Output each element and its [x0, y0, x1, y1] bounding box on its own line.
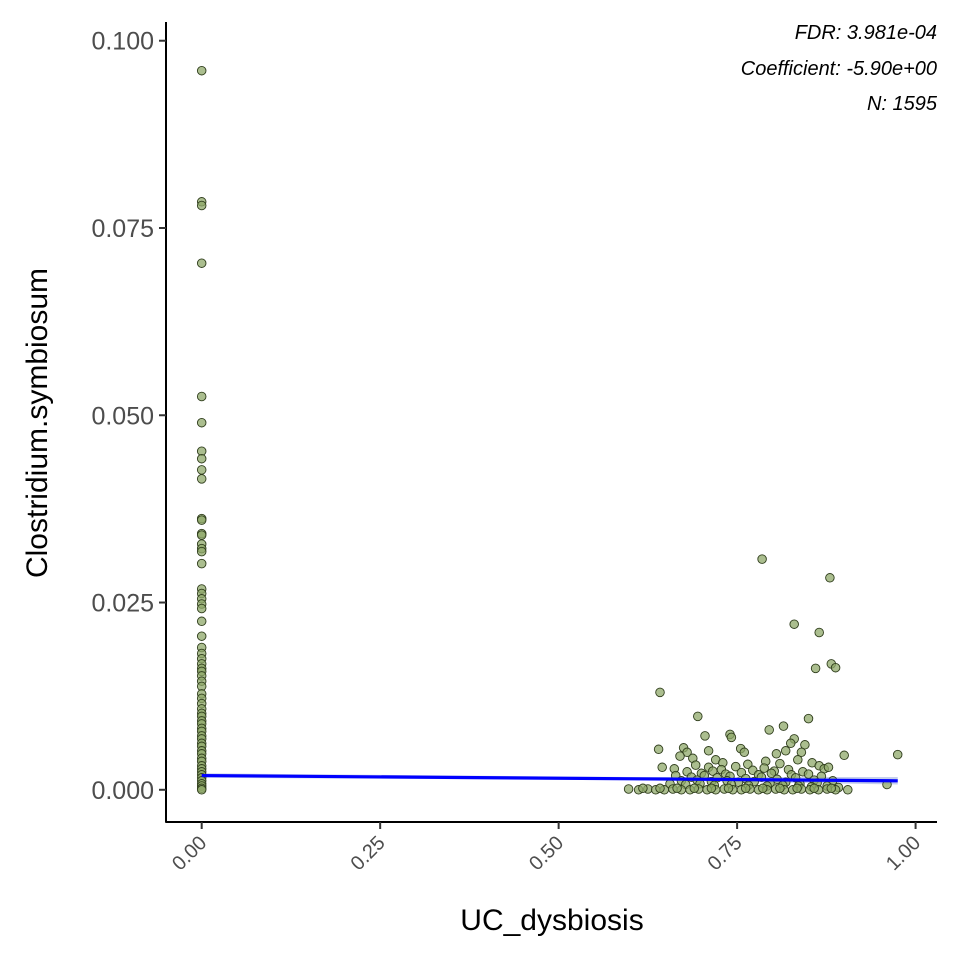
data-point	[723, 783, 734, 794]
data-point	[196, 200, 207, 211]
data-point	[758, 783, 768, 794]
data-point	[780, 746, 791, 756]
data-point	[740, 783, 751, 794]
data-point	[830, 662, 841, 673]
x-tick-label: 0.25	[347, 832, 390, 875]
data-point	[708, 766, 718, 776]
y-tick-label: 0.000	[91, 777, 154, 805]
data-point	[793, 755, 803, 765]
data-point	[196, 616, 207, 627]
data-point	[700, 731, 710, 741]
y-tick-label: 0.050	[91, 402, 154, 430]
data-point	[196, 530, 207, 540]
data-point	[785, 738, 796, 749]
coefficient-annotation: Coefficient: -5.90e+00	[741, 58, 937, 80]
data-point	[757, 554, 767, 564]
data-point	[196, 391, 207, 402]
data-point	[726, 732, 737, 743]
data-point	[196, 465, 207, 475]
data-point	[796, 747, 807, 758]
data-point	[675, 751, 685, 761]
data-point	[655, 687, 665, 698]
data-point	[693, 711, 703, 722]
x-tick-label: 1.00	[882, 832, 925, 875]
data-point	[743, 759, 753, 770]
data-point	[703, 746, 714, 756]
data-point	[771, 749, 782, 759]
fit-line	[201, 773, 898, 783]
data-point	[839, 750, 849, 761]
data-point	[892, 749, 903, 760]
axes: 0.000 0.025 0.050 0.075 0.100 0.00 0.25 0.50 0.7…	[91, 22, 937, 875]
fdr-annotation: FDR: 3.981e-04	[795, 22, 937, 44]
data-point	[196, 417, 207, 428]
data-point	[653, 744, 664, 755]
data-point	[766, 768, 777, 779]
data-point	[196, 603, 207, 614]
y-tick-label: 0.100	[91, 28, 154, 56]
data-point	[196, 785, 207, 795]
data-point	[826, 783, 837, 794]
x-tick-label: 0.00	[168, 832, 211, 875]
points-layer	[196, 65, 903, 795]
y-axis-title: Clostridium.symbiosum	[21, 268, 54, 578]
annotations: FDR: 3.981e-04 Coefficient: -5.90e+00 N:…	[741, 22, 938, 115]
data-point	[775, 758, 785, 769]
data-point	[814, 627, 824, 638]
data-point	[789, 619, 799, 629]
data-point	[792, 783, 802, 794]
n-annotation: N: 1595	[867, 93, 938, 115]
data-point	[706, 783, 717, 794]
data-point	[739, 747, 750, 758]
y-tick-label: 0.075	[91, 215, 154, 243]
data-point	[778, 721, 789, 731]
data-point	[843, 785, 853, 795]
data-point	[196, 631, 207, 641]
x-tick-label: 0.50	[525, 832, 568, 875]
data-point	[196, 558, 207, 569]
x-tick-label: 0.75	[704, 832, 747, 875]
data-point	[655, 783, 665, 794]
data-point	[759, 763, 769, 773]
data-point	[623, 784, 634, 794]
data-point	[196, 515, 207, 525]
data-point	[638, 783, 648, 794]
data-point	[809, 783, 819, 794]
fit-line-layer	[201, 773, 898, 783]
data-point	[803, 713, 814, 724]
data-point	[803, 769, 814, 779]
data-point	[196, 258, 207, 268]
data-point	[196, 65, 207, 76]
data-point	[672, 783, 682, 794]
data-point	[823, 762, 834, 773]
data-point	[775, 783, 785, 794]
data-point	[764, 725, 774, 735]
data-point	[196, 546, 207, 557]
data-point	[196, 453, 207, 464]
data-point	[690, 760, 701, 770]
data-point	[810, 663, 821, 674]
data-point	[689, 783, 700, 794]
data-point	[657, 762, 667, 773]
x-axis-title: UC_dysbiosis	[460, 904, 643, 937]
y-tick-label: 0.025	[91, 590, 154, 618]
data-point	[730, 761, 741, 772]
data-point	[196, 474, 207, 484]
data-point	[825, 573, 835, 583]
